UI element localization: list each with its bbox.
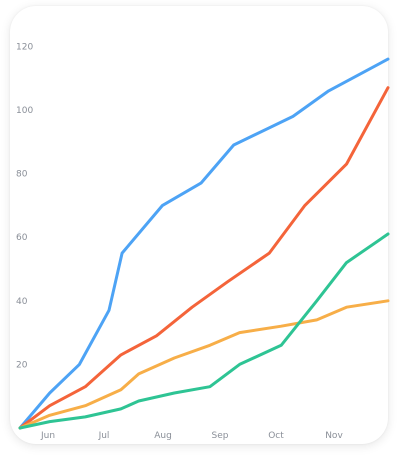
y-tick-label: 80 <box>16 170 28 180</box>
y-axis-tick-labels: 20 40 60 80 100 120 <box>16 42 33 370</box>
x-tick-label: Nov <box>325 431 343 441</box>
series-line-3 <box>18 299 390 430</box>
x-tick-label: Jun <box>40 431 55 441</box>
series-lines <box>18 57 390 430</box>
x-tick-label: Sep <box>212 431 229 441</box>
y-tick-label: 20 <box>16 360 28 370</box>
series-line-2 <box>18 86 390 430</box>
x-tick-label: Aug <box>154 431 172 441</box>
x-axis-tick-labels: Jun Jul Aug Sep Oct Nov <box>40 431 343 441</box>
series-line-1 <box>18 57 390 430</box>
y-tick-label: 120 <box>16 42 33 52</box>
y-tick-label: 100 <box>16 106 33 116</box>
x-tick-label: Oct <box>268 431 284 441</box>
x-tick-label: Jul <box>98 431 110 441</box>
series-line-4 <box>18 232 390 430</box>
y-tick-label: 60 <box>16 233 28 243</box>
y-tick-label: 40 <box>16 297 28 307</box>
